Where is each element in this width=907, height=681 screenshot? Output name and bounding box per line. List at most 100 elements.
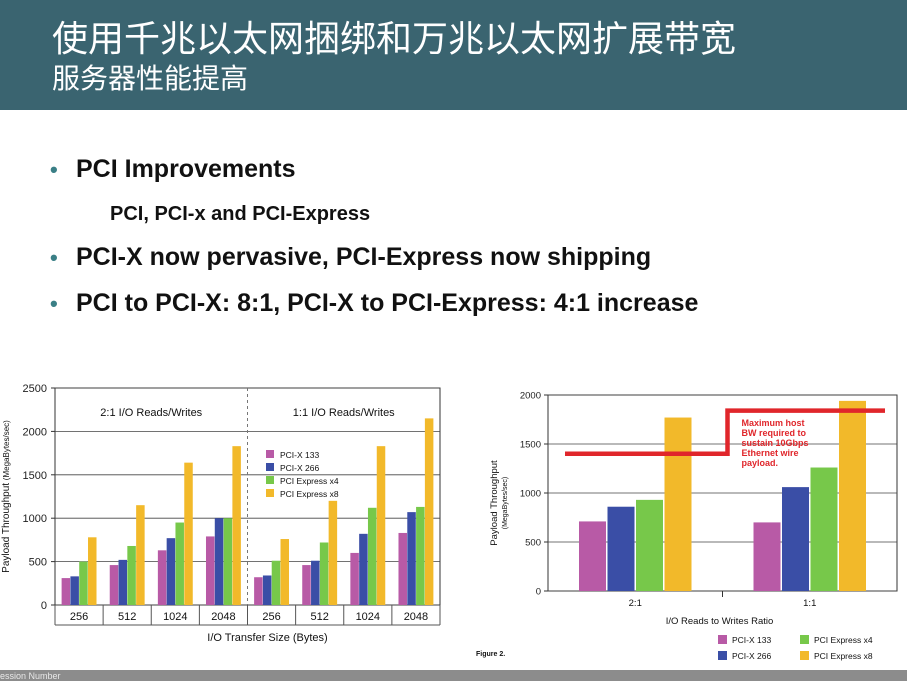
bar [328,500,338,605]
title-bar: 使用千兆以太网捆绑和万兆以太网扩展带宽 服务器性能提高 [0,0,907,110]
legend-label: PCI-X 266 [280,463,319,473]
legend-label: PCI-X 133 [732,635,771,645]
bar [311,560,320,605]
annotation-text: Ethernet wire [742,448,799,458]
bar [664,417,692,591]
y-axis-label: Payload Throughput [489,460,500,546]
legend-swatch [718,651,727,660]
legend-label: PCI Express x4 [814,635,873,645]
bar [376,446,386,605]
legend-label: PCI-X 133 [280,450,319,460]
bar [184,462,193,605]
x-tick-label: 2048 [211,611,235,623]
bar [319,542,329,605]
bar [79,561,88,605]
bar [127,545,136,605]
legend-swatch [266,489,274,497]
bar [61,578,71,605]
bandwidth-threshold-line [565,408,885,457]
bar [782,487,809,591]
bar [280,539,290,605]
legend-label: PCI Express x8 [814,651,873,661]
y-axis-label: Payload Throughput (MegaBytes/sec) [1,420,12,573]
bar [175,522,184,605]
bar [157,550,167,605]
legend-label: PCI Express x4 [280,476,339,486]
bar [254,577,263,605]
y-tick-label: 2500 [23,383,47,395]
bar [359,533,368,605]
footer-session-number: ession Number [0,671,61,681]
bar [118,559,128,605]
bar [88,537,97,605]
bar [232,446,241,605]
bullet-dot-icon: • [50,290,58,316]
bullet-text-3: PCI to PCI-X: 8:1, PCI-X to PCI-Express:… [76,289,699,317]
panel-label-right: 1:1 I/O Reads/Writes [293,407,395,419]
y-tick-label: 1500 [23,470,47,482]
legend-label: PCI-X 266 [732,651,771,661]
bar [839,400,866,591]
bar [398,532,407,605]
legend-swatch [718,635,727,644]
panel-label-left: 2:1 I/O Reads/Writes [100,407,202,419]
legend-swatch [266,450,274,458]
y-tick-label: 500 [525,538,541,549]
slide-title-line-2: 服务器性能提高 [52,62,249,95]
bullet-item-1: • PCI Improvements [50,155,296,184]
x-axis-label: I/O Transfer Size (Bytes) [207,632,327,644]
y-tick-label: 1000 [520,489,541,500]
bullet-text-2: PCI-X now pervasive, PCI-Express now shi… [76,243,652,271]
annotation-text: BW required to [742,428,807,438]
y-tick-label: 1500 [520,440,541,451]
annotation-text: sustain 10Gbps [742,438,809,448]
legend-swatch [800,635,809,644]
slide-title-line-1: 使用千兆以太网捆绑和万兆以太网扩展带宽 [52,19,737,60]
bar [407,512,416,605]
bar [136,505,145,605]
bar [367,507,377,605]
bar [350,552,359,605]
legend-swatch [800,651,809,660]
bar [416,506,425,605]
legend-swatch [266,476,274,484]
bullet-text-1: PCI Improvements [76,155,296,183]
y-tick-label: 0 [536,587,541,598]
x-tick-label: 2:1 [629,598,642,609]
sub-bullet: PCI, PCI-x and PCI-Express [110,203,371,225]
bar [166,538,176,605]
y-tick-label: 2000 [520,391,541,402]
legend-label: PCI Express x8 [280,489,339,499]
y-axis-units: (MegaBytes/sec) [502,477,509,530]
bar [607,506,635,591]
x-tick-label: 2048 [404,611,428,623]
x-axis-label: I/O Reads to Writes Ratio [666,616,774,627]
figure-caption: Figure 2. [476,651,505,658]
y-tick-label: 500 [29,557,47,569]
bar [214,518,224,605]
x-tick-label: 256 [262,611,280,623]
y-tick-label: 1000 [23,513,47,525]
bar [810,467,838,591]
chart-left: 0 500 1000 1500 2000 2500 2:1 I/O Reads/Writes… [1,383,441,644]
x-tick-label: 256 [70,611,88,623]
bullet-dot-icon: • [50,156,58,182]
bullet-item-2: • PCI-X now pervasive, PCI-Express now s… [50,243,651,272]
y-tick-label: 2000 [23,426,47,438]
bullet-item-3: • PCI to PCI-X: 8:1, PCI-X to PCI-Expres… [50,289,698,318]
bullet-dot-icon: • [50,244,58,270]
bar [262,575,272,605]
annotation-text: Maximum host [742,418,805,428]
annotation-text: payload. [742,458,779,468]
bar [302,565,311,605]
bar [223,518,233,605]
legend-swatch [266,463,274,471]
x-tick-label: 1024 [356,611,380,623]
bar [424,418,434,605]
bar [753,522,781,591]
x-tick-label: 512 [118,611,136,623]
bar [636,499,663,591]
bar [70,576,79,605]
x-tick-label: 1024 [163,611,187,623]
